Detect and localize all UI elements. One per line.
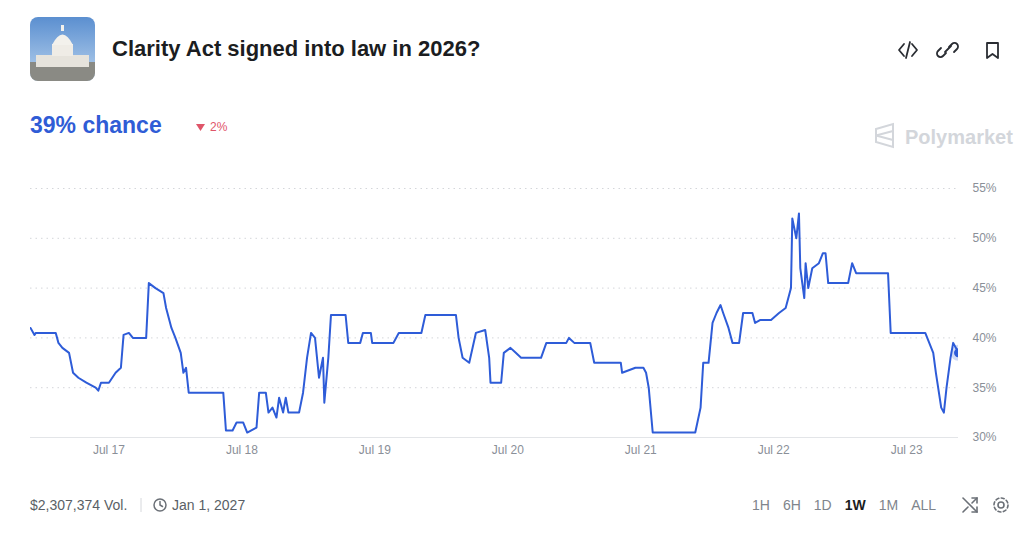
svg-text:45%: 45% (973, 281, 997, 295)
svg-text:Jul 18: Jul 18 (226, 443, 258, 457)
html-text:Jan 1, 2027: Jan 1, 2027 (172, 497, 246, 513)
html-text:1M: 1M (878, 497, 899, 513)
svg-text:Jul 20: Jul 20 (492, 443, 524, 457)
html-text:ALL: ALL (911, 497, 937, 513)
html-text:Polymarket: Polymarket (905, 126, 1013, 148)
html-text:$2,307,374 Vol.: $2,307,374 Vol. (30, 497, 128, 513)
html-text:1W: 1W (844, 497, 866, 513)
html-text:Clarity Act signed into law in: Clarity Act signed into law in 2026? (112, 36, 481, 61)
svg-text:Jul 23: Jul 23 (891, 443, 923, 457)
html-text:1D: 1D (813, 497, 832, 513)
svg-text:40%: 40% (973, 331, 997, 345)
svg-text:55%: 55% (973, 181, 997, 195)
svg-text:35%: 35% (973, 381, 997, 395)
svg-text:30%: 30% (973, 430, 997, 444)
html-text:2%: 2% (210, 120, 228, 134)
html-text:6H: 6H (782, 497, 801, 513)
html-text:1H: 1H (752, 497, 770, 513)
svg-text:Jul 17: Jul 17 (93, 443, 125, 457)
svg-text:50%: 50% (973, 231, 997, 245)
svg-text:Jul 21: Jul 21 (625, 443, 657, 457)
svg-text:Jul 19: Jul 19 (359, 443, 391, 457)
svg-text:Jul 22: Jul 22 (758, 443, 790, 457)
html-text:39% chance: 39% chance (30, 112, 162, 138)
